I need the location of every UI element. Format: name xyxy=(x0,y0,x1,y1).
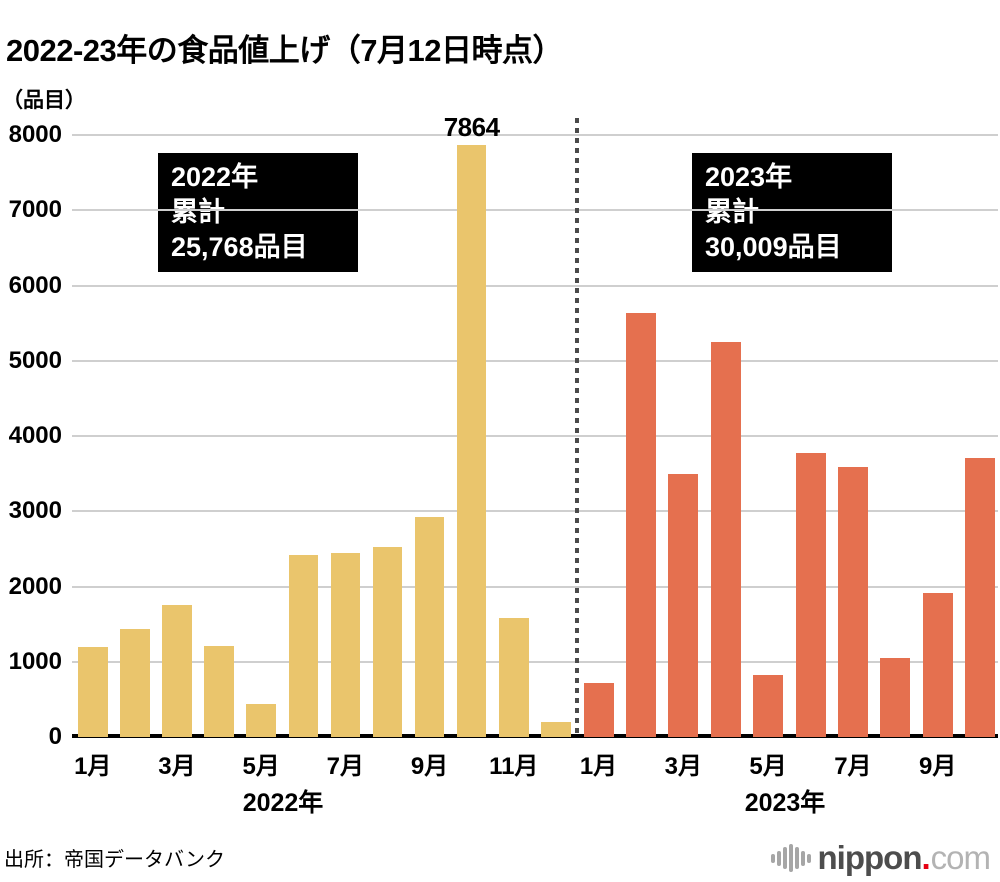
chart-title: 2022-23年の食品値上げ（7月12日時点） xyxy=(6,32,564,68)
logo-text-com: com xyxy=(930,839,991,876)
gridline-1000 xyxy=(72,660,998,663)
x-tick-label-2022年-7月: 7月 xyxy=(326,753,365,780)
cumulative-2022-line-value: 25,768品目 xyxy=(171,232,308,262)
gridline-5000 xyxy=(72,359,998,362)
bar-2022年-12月 xyxy=(541,721,571,737)
bar-2023年-4月 xyxy=(710,341,741,737)
bar-2023年-6月 xyxy=(795,453,826,737)
x-group-label-2022: 2022年 xyxy=(242,789,324,817)
cumulative-2022-line-year: 2022年 xyxy=(171,162,259,192)
cumulative-total-2022-box: 2022年 累計 25,768品目 xyxy=(158,153,358,272)
bar-2022年-4月 xyxy=(204,645,234,737)
bar-2022年-2月 xyxy=(120,629,150,737)
cumulative-2022-line-label: 累計 xyxy=(171,197,225,227)
x-tick-label-2023年-5月: 5月 xyxy=(749,753,787,780)
logo-dot: . xyxy=(921,839,931,876)
gridline-2000 xyxy=(72,585,998,588)
y-tick-label-6000: 6000 xyxy=(8,271,62,299)
y-tick-label-8000: 8000 xyxy=(8,121,62,148)
bar-2023年-1月 xyxy=(583,682,614,737)
logo-text-nippon: nippon xyxy=(817,839,923,876)
bar-2023年-9月 xyxy=(922,593,953,737)
bar-value-label-7864: 7864 xyxy=(443,112,500,143)
x-tick-label-2023年-3月: 3月 xyxy=(664,753,702,780)
bar-2023年-10月 xyxy=(965,457,996,737)
bar-2023年-8月 xyxy=(880,657,911,737)
y-tick-label-4000: 4000 xyxy=(8,422,62,449)
x-tick-label-2022年-1月: 1月 xyxy=(74,753,112,780)
gridline-3000 xyxy=(72,510,998,513)
x-tick-label-2023年-7月: 7月 xyxy=(834,753,872,780)
nippon-com-logo: nippon. com xyxy=(771,838,991,878)
x-tick-label-2022年-11月: 11月 xyxy=(489,753,539,780)
bar-2022年-6月 xyxy=(288,554,318,737)
waveform-icon xyxy=(771,844,811,872)
bar-2022年-11月 xyxy=(499,618,529,737)
bar-2022年-1月 xyxy=(78,647,108,737)
cumulative-2023-line-label: 累計 xyxy=(705,197,759,227)
x-axis-line xyxy=(72,734,998,738)
bar-2022年-9月 xyxy=(414,517,445,737)
y-tick-label-2000: 2000 xyxy=(8,572,62,600)
bar-2022年-7月 xyxy=(330,552,361,737)
gridline-7000 xyxy=(72,209,998,212)
source-label: 出所：帝国データバンク xyxy=(4,849,225,871)
y-axis-unit-label: （品目） xyxy=(2,89,86,112)
bar-2023年-2月 xyxy=(625,312,656,737)
y-tick-label-7000: 7000 xyxy=(8,196,62,224)
y-tick-label-0: 0 xyxy=(48,723,62,750)
year-divider-line xyxy=(575,118,579,737)
bar-2022年-3月 xyxy=(162,604,192,737)
cumulative-2023-line-year: 2023年 xyxy=(705,162,793,192)
gridline-8000 xyxy=(72,134,998,136)
cumulative-total-2023-box: 2023年 累計 30,009品目 xyxy=(692,153,892,272)
bar-2022年-10月 xyxy=(456,145,487,737)
cumulative-2023-line-value: 30,009品目 xyxy=(705,232,842,262)
gridline-4000 xyxy=(72,435,998,437)
x-group-label-2023: 2023年 xyxy=(744,789,826,817)
x-tick-label-2022年-9月: 9月 xyxy=(410,753,449,780)
y-tick-label-1000: 1000 xyxy=(8,647,62,675)
bar-2023年-7月 xyxy=(837,466,868,737)
y-tick-label-3000: 3000 xyxy=(8,497,62,525)
y-tick-label-5000: 5000 xyxy=(8,346,62,374)
x-tick-label-2023年-1月: 1月 xyxy=(579,753,618,780)
x-tick-label-2023年-9月: 9月 xyxy=(919,753,957,780)
gridline-6000 xyxy=(72,284,998,287)
bar-2022年-8月 xyxy=(372,547,403,737)
bar-2023年-3月 xyxy=(668,473,699,737)
bar-2023年-5月 xyxy=(753,674,784,737)
bar-2022年-5月 xyxy=(246,703,276,737)
x-tick-label-2022年-5月: 5月 xyxy=(242,753,280,780)
x-tick-label-2022年-3月: 3月 xyxy=(158,753,196,780)
